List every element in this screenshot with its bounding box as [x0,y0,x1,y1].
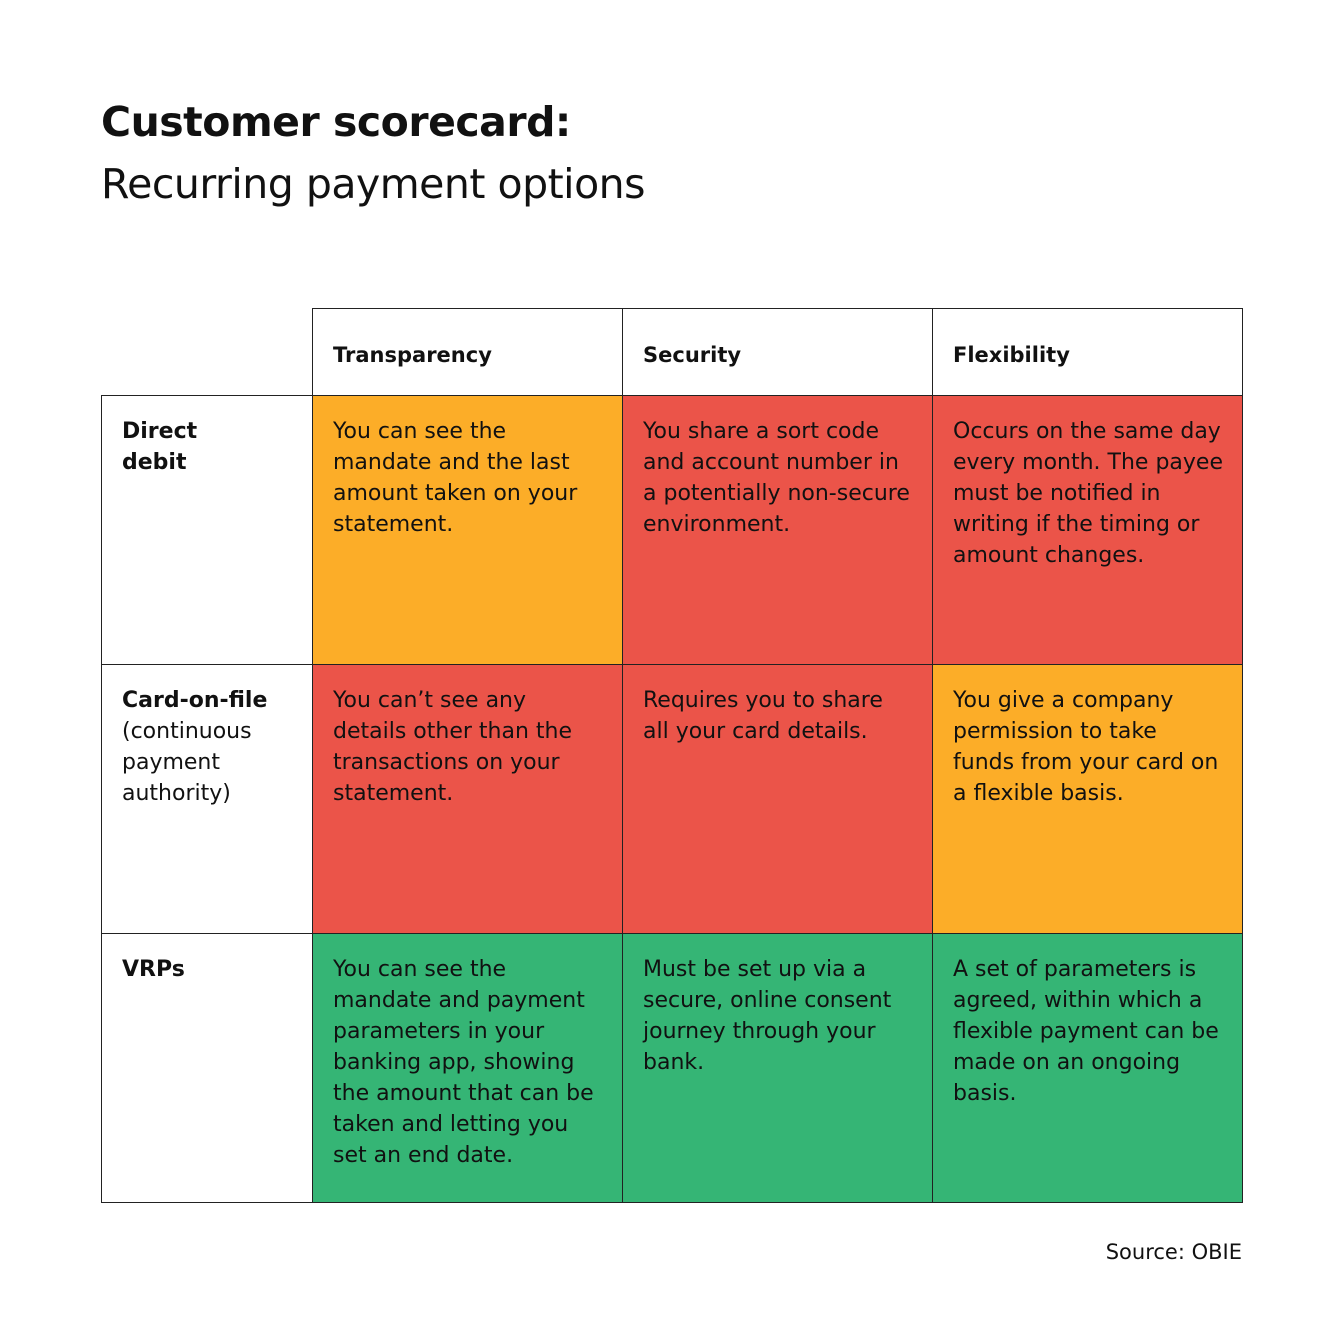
score-cell: You can’t see any details other than the… [312,664,623,934]
subtitle: Recurring payment options [101,160,646,208]
column-header: Transparency [312,308,623,396]
score-cell: You give a company permission to take fu… [932,664,1243,934]
score-cell: A set of parameters is agreed, within wh… [932,933,1243,1203]
row-label-note: (continuous payment authority) [122,719,252,806]
column-header: Security [622,308,933,396]
column-header: Flexibility [932,308,1243,396]
score-cell: Occurs on the same day every month. The … [932,395,1243,665]
score-cell: You can see the mandate and the last amo… [312,395,623,665]
row-label-title: Direct debit [122,419,198,475]
source: Source: OBIE [1105,1240,1242,1264]
score-cell: You share a sort code and account number… [622,395,933,665]
row-label-title: Card-on-file [122,688,268,713]
score-cell: Requires you to share all your card deta… [622,664,933,934]
title: Customer scorecard: [101,98,571,146]
row-label: Card-on-file (continuous payment authorit… [101,664,313,934]
row-label-title: VRPs [122,957,185,982]
row-label: VRPs [101,933,313,1203]
score-cell: You can see the mandate and payment para… [312,933,623,1203]
row-label: Direct debit [101,395,313,665]
score-cell: Must be set up via a secure, online cons… [622,933,933,1203]
